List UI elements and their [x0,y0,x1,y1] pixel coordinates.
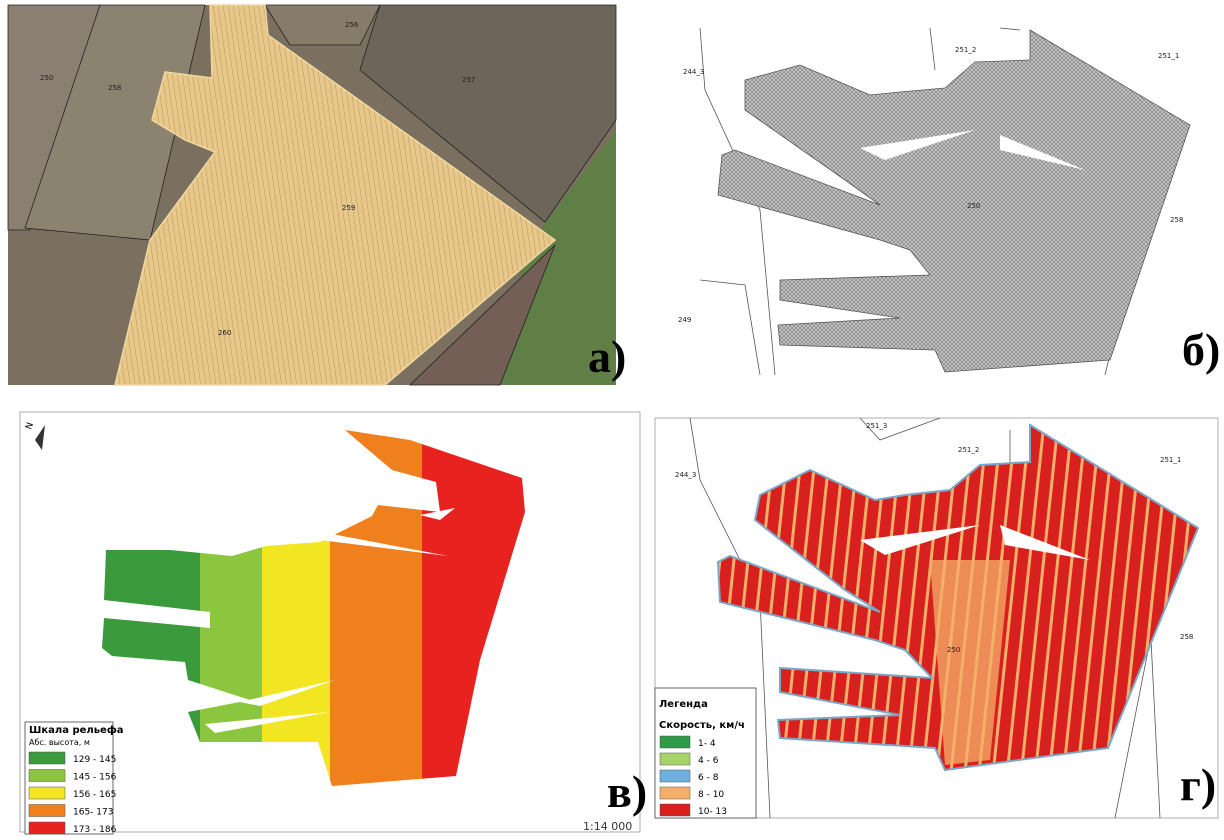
legend-label: 145 - 156 [73,773,117,783]
field-label: 251_2 [955,46,976,54]
field-label: 251_1 [1158,52,1179,60]
legend-swatch [29,770,65,782]
field-label: 249 [678,316,691,324]
field-label: 251_2 [958,446,979,454]
field-label: 260 [218,329,231,337]
panel-label: б) [1182,324,1220,375]
field-label: 251_3 [866,422,887,430]
field-label: 250 [947,646,960,654]
legend-label: 4 - 6 [698,756,719,766]
legend-label: 10- 13 [698,807,727,817]
legend-label: 129 - 145 [73,755,116,765]
field-label: 258 [1170,216,1183,224]
field-label: 251_1 [1160,456,1181,464]
legend-swatch [29,805,65,817]
legend-swatch [660,736,690,748]
legend-title: Шкала рельефа [29,724,123,736]
field-label: 258 [1180,633,1193,641]
legend-label: 1- 4 [698,739,716,749]
field-label: 257 [462,76,475,84]
legend-swatch [660,753,690,765]
panel-b [665,28,1216,375]
field-label: 250 [967,202,980,210]
field-label: 259 [342,204,355,212]
map-scale: 1:14 000 [583,820,632,833]
figure: 250 258 256 257 259 260 а) 251_2 251_1 244_3 250 25… [0,0,1224,836]
legend-swatch [29,752,65,764]
field-label: 258 [108,84,121,92]
field-label: 244_3 [675,471,696,479]
legend-subtitle: Абс. высота, м [29,738,90,747]
field-label: 256 [345,21,359,29]
panel-label: в) [607,766,647,817]
legend-subtitle: Скорость, км/ч [659,720,745,731]
panel-label: а) [588,331,626,382]
legend-label: 173 - 186 [73,825,117,835]
legend-swatch [29,787,65,799]
legend-swatch [660,770,690,782]
legend-swatch [29,822,65,834]
field-label: 244_3 [683,68,704,76]
panel-a [8,5,616,385]
panel-label: г) [1180,759,1216,810]
legend-label: 156 - 165 [73,790,116,800]
legend-swatch [660,787,690,799]
legend-label: 165- 173 [73,808,113,818]
legend-label: 6 - 8 [698,773,719,783]
legend-swatch [660,804,690,816]
legend-label: 8 - 10 [698,790,724,800]
field-label: 250 [40,74,53,82]
legend-title: Легенда [659,699,708,710]
